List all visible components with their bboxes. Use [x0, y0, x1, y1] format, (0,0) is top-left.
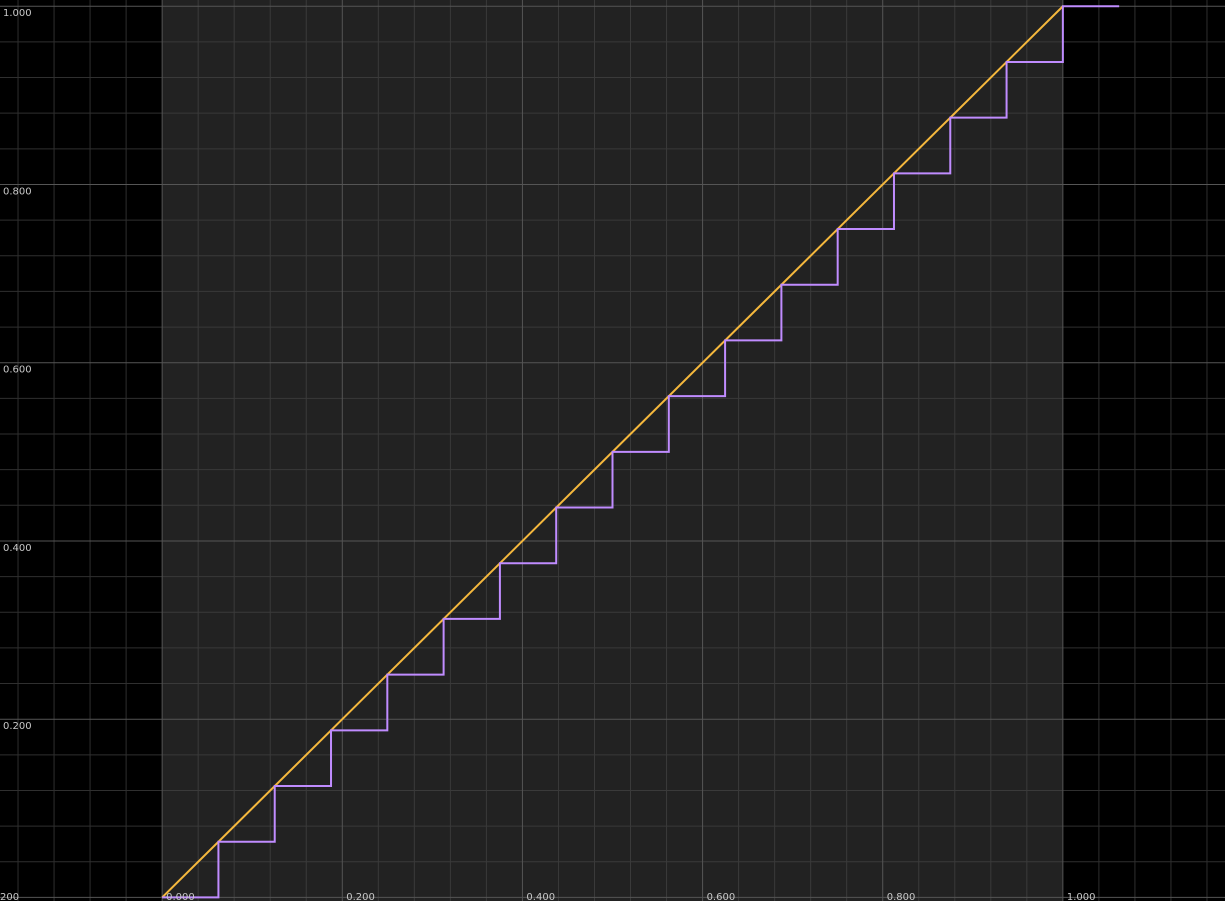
y-tick-label: 0.400 — [3, 543, 32, 554]
x-tick-label: 0.000 — [166, 892, 195, 901]
x-tick-label: 0.400 — [526, 892, 555, 901]
x-tick-label: 200 — [0, 892, 19, 901]
tick-labels: 0.000 0.200 0.400 0.600 0.800 1.000 200 0.200 0.… — [0, 8, 1096, 901]
y-tick-label: 1.000 — [3, 8, 32, 19]
series-line-quantized — [162, 5, 1120, 899]
y-tick-label: 0.200 — [3, 721, 32, 732]
x-tick-label: 0.800 — [887, 892, 916, 901]
x-tick-label: 1.000 — [1067, 892, 1096, 901]
series-layer — [161, 5, 1120, 899]
y-tick-label: 0.600 — [3, 365, 32, 376]
y-tick-label: 0.800 — [3, 186, 32, 197]
x-tick-label: 0.600 — [707, 892, 736, 901]
x-tick-label: 0.200 — [346, 892, 375, 901]
